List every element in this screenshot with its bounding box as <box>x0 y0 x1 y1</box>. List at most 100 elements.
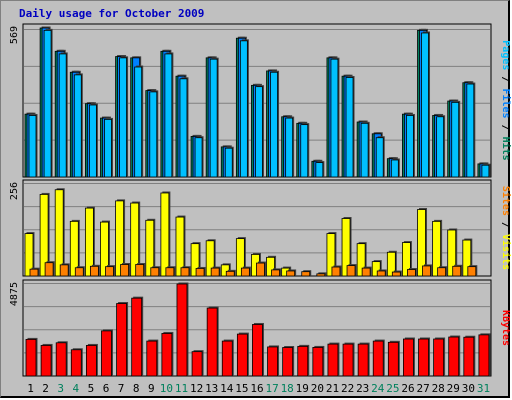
bar-visits <box>160 192 170 277</box>
bar-sites <box>346 265 356 277</box>
bar-pages <box>285 117 294 178</box>
side-label-part: / <box>500 70 511 88</box>
bar-kbytes <box>146 340 158 377</box>
bar-pages <box>315 162 324 178</box>
bar-kbytes <box>131 297 143 377</box>
x-tick-label: 21 <box>326 382 339 395</box>
bar-sites <box>225 270 235 277</box>
x-tick-label: 24 <box>371 382 385 395</box>
panel-2-ymax-label: 4875 <box>9 282 20 306</box>
bar-visits <box>266 256 275 277</box>
x-tick-label: 20 <box>311 382 324 395</box>
bar-pages <box>330 58 339 178</box>
bar-visits <box>69 220 79 277</box>
bar-kbytes <box>85 345 97 377</box>
bar-visits <box>190 243 200 277</box>
bar-kbytes <box>116 303 127 377</box>
x-tick-label: 15 <box>235 382 248 395</box>
bar-kbytes <box>206 307 218 377</box>
bar-pages <box>88 104 97 178</box>
bar-kbytes <box>70 349 82 377</box>
bar-kbytes <box>221 340 233 377</box>
bar-sites <box>210 267 220 277</box>
side-label-part: Pages <box>500 40 511 70</box>
bar-visits <box>402 242 411 277</box>
bar-pages <box>436 116 445 178</box>
bar-sites <box>29 268 39 277</box>
bar-sites <box>437 267 447 277</box>
bar-kbytes <box>267 346 278 377</box>
side-label-part: / <box>500 216 511 234</box>
bar-sites <box>256 262 265 277</box>
bar-sites <box>135 264 145 277</box>
panel-0-side-label: Pages / Files / Hits <box>500 40 512 160</box>
bar-visits <box>205 240 215 277</box>
x-tick-label: 5 <box>88 382 95 395</box>
bar-visits <box>84 207 94 277</box>
bar-pages <box>451 101 460 178</box>
x-tick-label: 14 <box>220 382 234 395</box>
bar-sites <box>407 269 416 277</box>
bar-sites <box>452 265 462 277</box>
bar-kbytes <box>282 347 294 377</box>
bar-pages <box>375 137 384 178</box>
bar-kbytes <box>327 343 339 377</box>
bar-visits <box>130 202 140 277</box>
bar-kbytes <box>176 283 188 377</box>
bar-kbytes <box>101 330 112 377</box>
bar-kbytes <box>433 338 445 377</box>
x-tick-label: 10 <box>160 382 173 395</box>
bar-pages <box>179 78 188 178</box>
x-tick-label: 22 <box>341 382 354 395</box>
bar-kbytes <box>342 343 354 377</box>
x-tick-label: 23 <box>356 382 369 395</box>
bar-visits <box>417 209 426 277</box>
x-tick-label: 17 <box>265 382 278 395</box>
x-tick-label: 30 <box>462 382 475 395</box>
bar-pages <box>360 122 369 178</box>
bar-visits <box>447 229 457 277</box>
x-tick-label: 1 <box>27 382 34 395</box>
side-label-part: KBytes <box>500 310 511 346</box>
bar-kbytes <box>418 338 429 377</box>
side-label-part: Visits <box>500 234 512 270</box>
bar-kbytes <box>40 345 52 377</box>
bar-sites <box>286 270 296 277</box>
bar-pages <box>58 53 67 178</box>
x-tick-label: 16 <box>250 382 263 395</box>
bar-sites <box>195 268 205 277</box>
bar-sites <box>120 264 129 277</box>
bar-visits <box>386 251 396 277</box>
x-tick-label: 27 <box>416 382 429 395</box>
bar-visits <box>54 189 64 277</box>
bar-sites <box>301 271 311 277</box>
side-label-part: Sites <box>500 186 512 216</box>
bar-visits <box>326 233 336 277</box>
bar-kbytes <box>236 333 248 377</box>
bar-kbytes <box>312 347 324 377</box>
x-tick-label: 12 <box>190 382 203 395</box>
bar-sites <box>376 270 386 277</box>
bar-sites <box>74 267 84 277</box>
bar-pages <box>43 29 52 178</box>
panel-1-side-label: Sites / Visits <box>500 186 512 270</box>
bar-pages <box>73 74 82 178</box>
bar-kbytes <box>463 336 475 377</box>
x-tick-label: 28 <box>432 382 445 395</box>
bar-pages <box>270 71 278 178</box>
bar-visits <box>175 216 185 277</box>
bar-kbytes <box>191 351 203 377</box>
x-tick-label: 3 <box>57 382 64 395</box>
bar-kbytes <box>387 341 399 377</box>
bar-pages <box>104 118 112 178</box>
bar-sites <box>422 265 431 277</box>
side-label-part: / <box>500 119 511 137</box>
bar-pages <box>345 77 354 178</box>
bar-visits <box>145 219 155 277</box>
bar-pages <box>300 124 309 178</box>
bar-visits <box>115 200 124 277</box>
x-tick-label: 29 <box>447 382 460 395</box>
bar-kbytes <box>357 343 369 377</box>
bar-visits <box>235 238 245 277</box>
